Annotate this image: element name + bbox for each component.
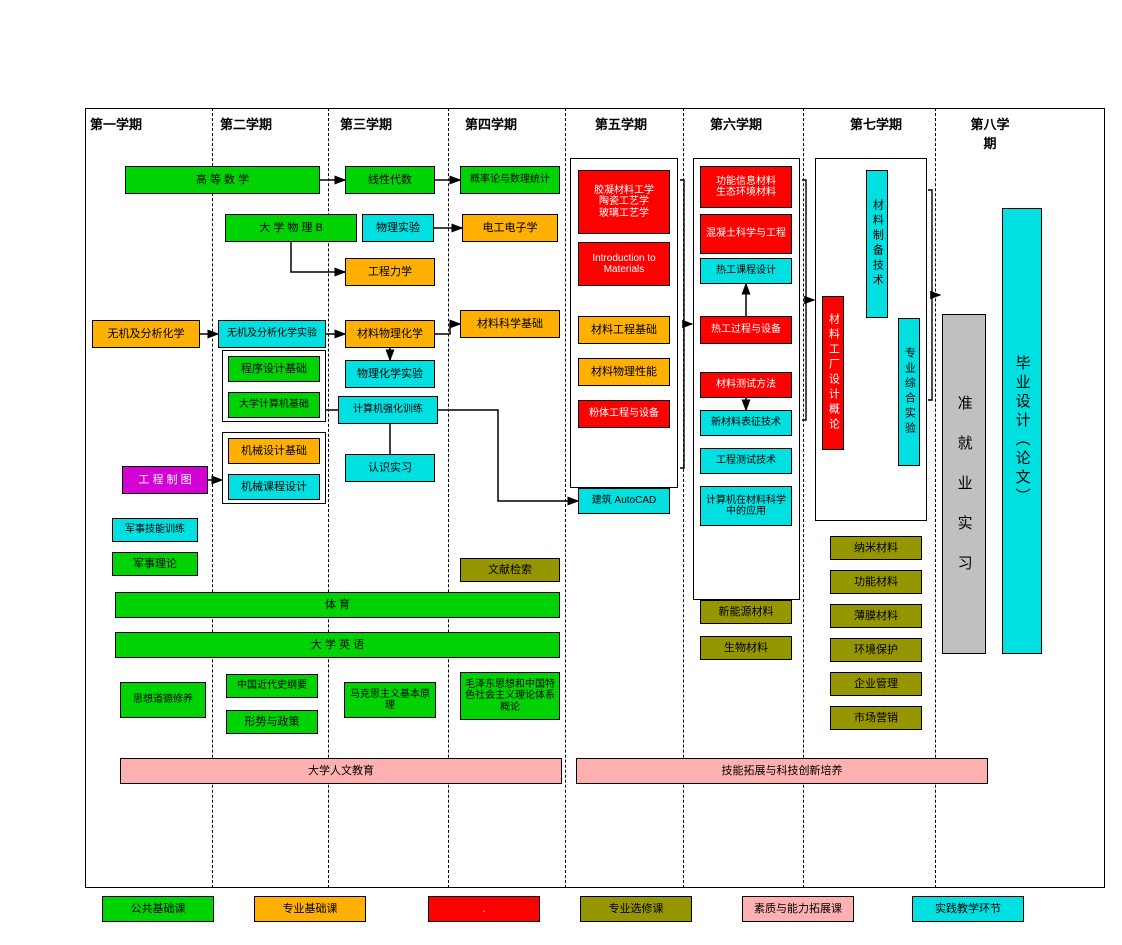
- box-wujifenxi-shiyan: 无机及分析化学实验: [218, 320, 326, 348]
- box-gongneng-xinxi: 功能信息材料生态环境材料: [700, 166, 792, 208]
- box-gaodeng-shuxue: 高 等 数 学: [125, 166, 320, 194]
- semester-header-6: 第六学期: [710, 114, 762, 133]
- box-gongchenglixue: 工程力学: [345, 258, 435, 286]
- box-huanjing: 环境保护: [830, 638, 922, 662]
- box-regong-guocheng: 热工过程与设备: [700, 316, 792, 344]
- box-cailiao-gongchang: 材料工厂设计概论: [822, 296, 844, 450]
- box-cailiao-wuli-xn: 材料物理性能: [578, 358, 670, 386]
- semester-header-2: 第二学期: [220, 114, 272, 133]
- box-daxue-wuli: 大 学 物 理 B: [225, 214, 357, 242]
- box-junshi-lilun: 军事理论: [112, 552, 198, 576]
- box-zhuanye-zonghe: 专业综合实验: [898, 318, 920, 466]
- box-gongcheng-ceshi: 工程测试技术: [700, 448, 792, 474]
- box-gongcheng-zhitu: 工 程 制 图: [122, 466, 208, 494]
- box-cailiao-kexue: 材料科学基础: [460, 310, 560, 338]
- legend-5: 实践教学环节: [912, 896, 1024, 922]
- legend-0: 公共基础课: [102, 896, 214, 922]
- box-daxue-jisuanji: 大学计算机基础: [228, 392, 320, 418]
- legend-4: 素质与能力拓展课: [742, 896, 854, 922]
- box-jixie-sheji: 机械设计基础: [228, 438, 320, 464]
- semester-header-8: 第八学期: [964, 114, 1016, 152]
- box-sixiang-daode: 思想道德修养: [120, 682, 206, 718]
- box-chengxu-sheji: 程序设计基础: [228, 356, 320, 382]
- box-regong-kecheng: 热工课程设计: [700, 258, 792, 284]
- box-hunningtu: 混凝土科学与工程: [700, 214, 792, 254]
- legend-3: 专业选修课: [580, 896, 692, 922]
- semester-header-4: 第四学期: [465, 114, 517, 133]
- box-zhunjiuye: 准 就 业 实 习: [942, 314, 986, 654]
- box-jisuanji-qianghua: 计算机强化训练: [338, 396, 438, 424]
- semester-header-5: 第五学期: [595, 114, 647, 133]
- box-biye-sheji: 毕业设计（论文）: [1002, 208, 1042, 654]
- box-xinnengyuan: 新能源材料: [700, 600, 792, 624]
- box-gongneng: 功能材料: [830, 570, 922, 594]
- box-shengwu: 生物材料: [700, 636, 792, 660]
- box-qiye-guanli: 企业管理: [830, 672, 922, 696]
- semester-header-1: 第一学期: [90, 114, 142, 133]
- box-gailvlun: 概率论与数理统计: [460, 166, 560, 194]
- box-jineng-tuozhan: 技能拓展与科技创新培养: [576, 758, 988, 784]
- box-wenxian-jiansuo: 文献检索: [460, 558, 560, 582]
- box-junshi-jineng: 军事技能训练: [112, 518, 198, 542]
- box-cailiao-zhibei: 材料制备技术: [866, 170, 888, 318]
- legend-2: .: [428, 896, 540, 922]
- box-wujifenxi: 无机及分析化学: [92, 320, 200, 348]
- box-cailiao-ceshi: 材料测试方法: [700, 372, 792, 398]
- box-intro-materials: Introduction to Materials: [578, 242, 670, 286]
- box-xingshi-zhengce: 形势与政策: [226, 710, 318, 734]
- box-jiaoningcailiao: 胶凝材料工学陶瓷工艺学玻璃工艺学: [578, 170, 670, 234]
- box-fenti-gongcheng: 粉体工程与设备: [578, 400, 670, 428]
- semester-divider-4: [565, 108, 566, 888]
- semester-header-3: 第三学期: [340, 114, 392, 133]
- box-autocad: 建筑 AutoCAD: [578, 488, 670, 514]
- box-diangong: 电工电子学: [462, 214, 558, 242]
- box-renshi-shixi: 认识实习: [345, 454, 435, 482]
- box-daxue-yingyu: 大 学 英 语: [115, 632, 560, 658]
- box-cailiao-wulihuaxue: 材料物理化学: [345, 320, 435, 348]
- box-nami: 纳米材料: [830, 536, 922, 560]
- box-xincailiao: 新材料表征技术: [700, 410, 792, 436]
- box-cailiao-gongcheng: 材料工程基础: [578, 316, 670, 344]
- box-xianxing-daishu: 线性代数: [345, 166, 435, 194]
- box-baomo: 薄膜材料: [830, 604, 922, 628]
- box-shichang: 市场营销: [830, 706, 922, 730]
- box-jisuanji-cailiao: 计算机在材料科学中的应用: [700, 486, 792, 526]
- box-makesi: 马克思主义基本原理: [344, 682, 436, 718]
- box-maozedong: 毛泽东思想和中国特色社会主义理论体系概论: [460, 672, 560, 720]
- box-wuli-shiyan: 物理实验: [362, 214, 434, 242]
- box-daxue-renwen: 大学人文教育: [120, 758, 562, 784]
- semester-header-7: 第七学期: [850, 114, 902, 133]
- legend-1: 专业基础课: [254, 896, 366, 922]
- box-zhongguo-jindai: 中国近代史纲要: [226, 674, 318, 698]
- box-tiyu: 体 育: [115, 592, 560, 618]
- box-jixie-kecheng: 机械课程设计: [228, 474, 320, 500]
- box-wulihuaxue-shiyan: 物理化学实验: [345, 360, 435, 388]
